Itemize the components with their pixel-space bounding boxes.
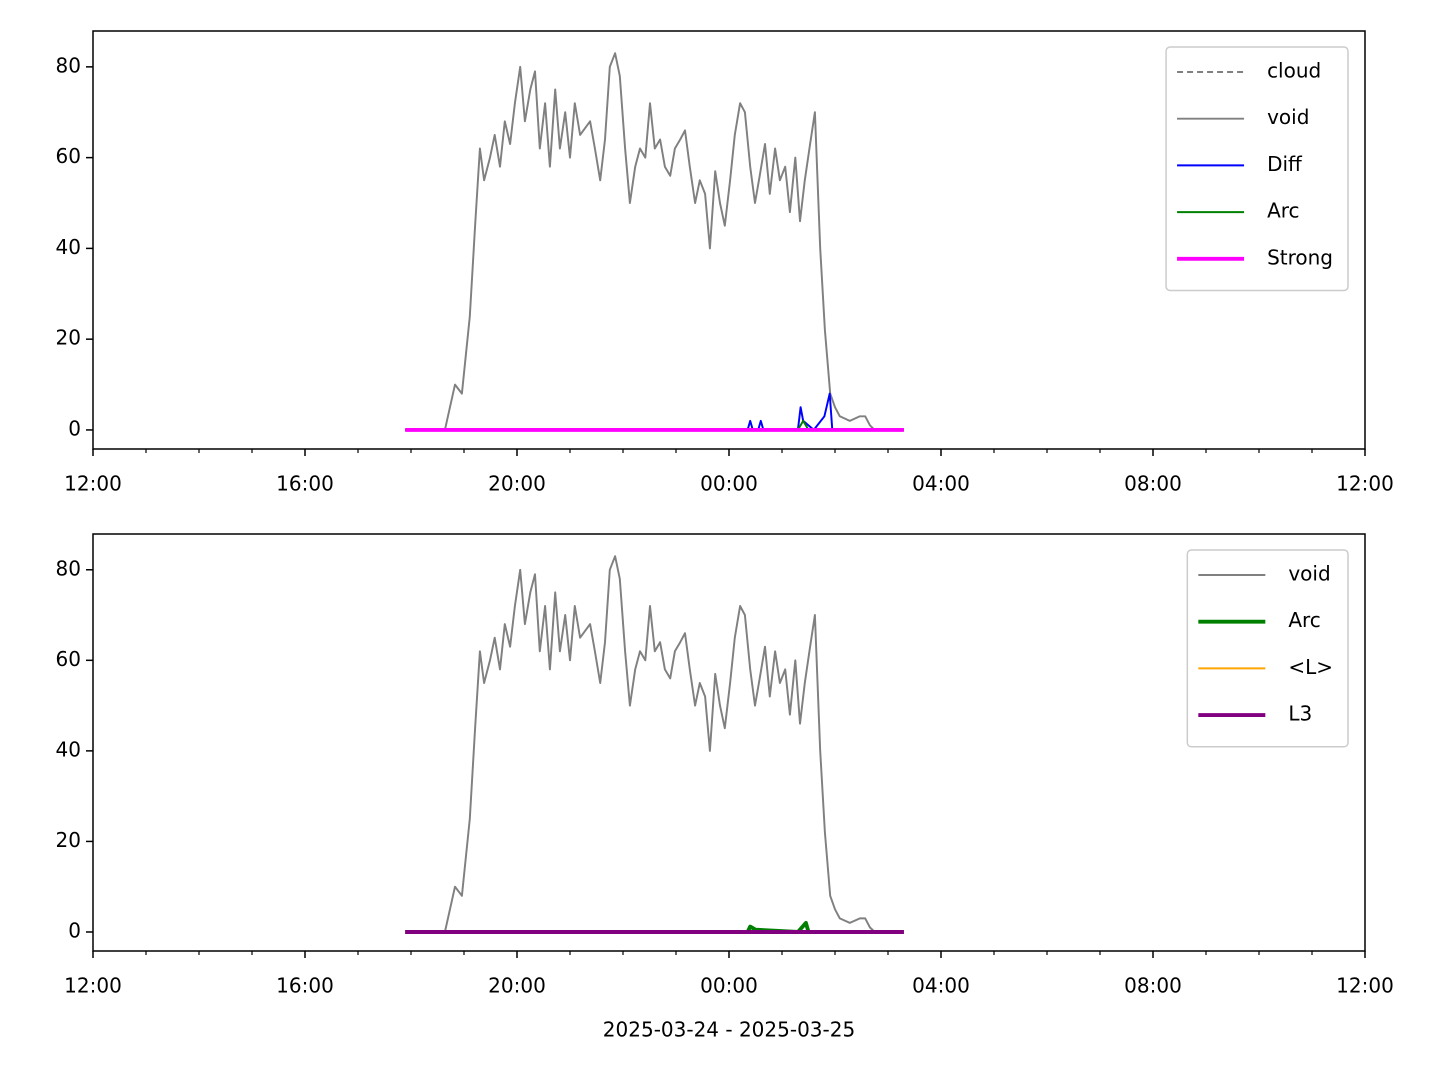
x-tick-label: 04:00 (912, 472, 970, 496)
legend-label: Diff (1267, 152, 1303, 176)
x-tick-label: 04:00 (912, 974, 970, 998)
x-tick-label: 16:00 (276, 472, 334, 496)
x-tick-label: 08:00 (1124, 974, 1182, 998)
y-tick-label: 0 (68, 918, 81, 942)
legend: void Arc <L> L3 (1186, 549, 1349, 748)
plot-area (405, 52, 904, 432)
x-tick-label: 00:00 (700, 472, 758, 496)
y-tick-label: 0 (68, 416, 81, 440)
x-tick-label: 00:00 (700, 974, 758, 998)
series-line (405, 392, 904, 431)
legend-label: L3 (1288, 702, 1312, 726)
y-tick-label: 40 (56, 235, 81, 259)
y-tick-label: 60 (56, 647, 81, 671)
legend-label: <L> (1288, 655, 1333, 679)
legend-label: void (1288, 562, 1330, 586)
series-line (443, 52, 876, 431)
legend-label: void (1267, 105, 1309, 129)
legend: cloud void Diff Arc Strong (1165, 46, 1349, 292)
y-tick-label: 60 (56, 144, 81, 168)
x-tick-label: 20:00 (488, 974, 546, 998)
legend-box (1186, 549, 1349, 748)
y-tick-label: 80 (56, 53, 81, 77)
legend-label: cloud (1267, 59, 1321, 83)
axes-frame (92, 30, 1366, 450)
x-tick-label: 08:00 (1124, 472, 1182, 496)
y-tick-label: 80 (56, 556, 81, 580)
series-line (443, 555, 876, 933)
y-tick-label: 20 (56, 828, 81, 852)
x-tick-label: 12:00 (64, 472, 122, 496)
legend-label: Arc (1267, 199, 1299, 223)
legend-label: Strong (1267, 245, 1333, 269)
y-tick-label: 20 (56, 326, 81, 350)
legend-label: Arc (1288, 608, 1320, 632)
axes-frame (92, 533, 1366, 952)
x-axis-label: 2025-03-24 - 2025-03-25 (603, 1018, 855, 1042)
x-tick-label: 16:00 (276, 974, 334, 998)
x-tick-label: 20:00 (488, 472, 546, 496)
x-tick-label: 12:00 (1336, 472, 1394, 496)
x-tick-label: 12:00 (1336, 974, 1394, 998)
plot-area (405, 555, 904, 934)
y-tick-label: 40 (56, 737, 81, 761)
legend-box (1165, 46, 1349, 292)
x-tick-label: 12:00 (64, 974, 122, 998)
